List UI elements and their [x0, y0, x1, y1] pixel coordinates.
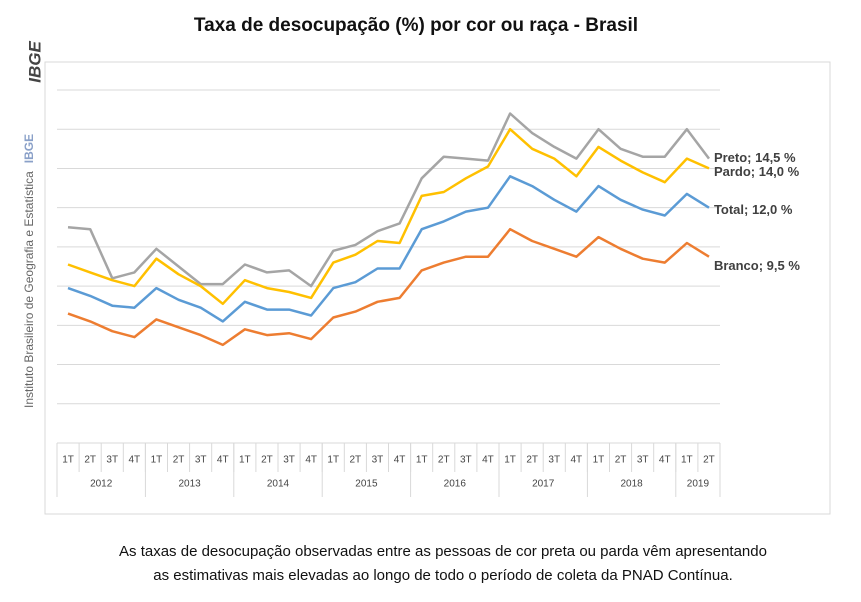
- x-tick-label: 1T: [681, 455, 693, 466]
- caption-line: as estimativas mais elevadas ao longo de…: [153, 567, 733, 584]
- x-tick-label: 4T: [129, 455, 141, 466]
- series-line: [67, 112, 710, 288]
- x-tick-label: 2T: [350, 455, 362, 466]
- year-label: 2018: [620, 479, 643, 490]
- x-tick-label: 3T: [548, 455, 560, 466]
- x-tick-label: 4T: [659, 455, 671, 466]
- x-tick-label: 1T: [593, 455, 605, 466]
- end-label: Preto; 14,5 %: [714, 150, 796, 165]
- plot: 1T 2T 3T 4T 1T 2T 3T 4T 1T 2T 3T 4T 1T 2T 3T 4T 1T 2T 3T 4T…: [56, 89, 800, 497]
- x-tick-label: 4T: [394, 455, 406, 466]
- x-tick-label: 2T: [703, 455, 715, 466]
- x-tick-label: 3T: [460, 455, 472, 466]
- chart-title: Taxa de desocupação (%) por cor ou raça …: [194, 15, 638, 36]
- x-tick-label: 2T: [526, 455, 538, 466]
- x-tick-label: 3T: [106, 455, 118, 466]
- caption-line: As taxas de desocupação observadas entre…: [119, 543, 767, 560]
- x-tick-label: 3T: [637, 455, 649, 466]
- year-label: 2017: [532, 479, 555, 490]
- logo: IBGE: [25, 41, 44, 83]
- x-tick-label: 2T: [261, 455, 273, 466]
- end-label: Pardo; 14,0 %: [714, 164, 800, 179]
- x-tick-label: 1T: [416, 455, 428, 466]
- x-tick-label: 4T: [482, 455, 494, 466]
- year-label: 2016: [444, 479, 467, 490]
- x-tick-label: 4T: [217, 455, 229, 466]
- x-tick-label: 3T: [283, 455, 295, 466]
- x-tick-label: 4T: [305, 455, 317, 466]
- x-tick-label: 2T: [438, 455, 450, 466]
- x-tick-label: 2T: [84, 455, 96, 466]
- series-line: [67, 227, 710, 347]
- institution-name: Instituto Brasileiro de Geografia e Esta…: [22, 171, 36, 408]
- institution: Instituto Brasileiro de Geografia e Esta…: [22, 134, 36, 408]
- year-label: 2014: [267, 479, 290, 490]
- x-tick-label: 1T: [151, 455, 163, 466]
- x-tick-label: 1T: [239, 455, 251, 466]
- x-tick-label: 4T: [571, 455, 583, 466]
- x-tick-label: 2T: [173, 455, 185, 466]
- year-label: 2012: [90, 479, 113, 490]
- year-label: 2013: [178, 479, 201, 490]
- x-tick-label: 1T: [62, 455, 74, 466]
- end-label: Total; 12,0 %: [714, 202, 793, 217]
- series-line: [67, 127, 710, 306]
- year-label: 2019: [687, 479, 710, 490]
- x-tick-label: 3T: [372, 455, 384, 466]
- x-tick-label: 1T: [504, 455, 516, 466]
- series-line: [67, 175, 710, 323]
- institution-acronym: IBGE: [22, 134, 36, 163]
- x-tick-label: 3T: [195, 455, 207, 466]
- x-tick-label: 1T: [327, 455, 339, 466]
- chart-frame: [44, 61, 831, 515]
- end-label: Branco; 9,5 %: [714, 258, 800, 273]
- x-tick-label: 2T: [615, 455, 627, 466]
- year-label: 2015: [355, 479, 378, 490]
